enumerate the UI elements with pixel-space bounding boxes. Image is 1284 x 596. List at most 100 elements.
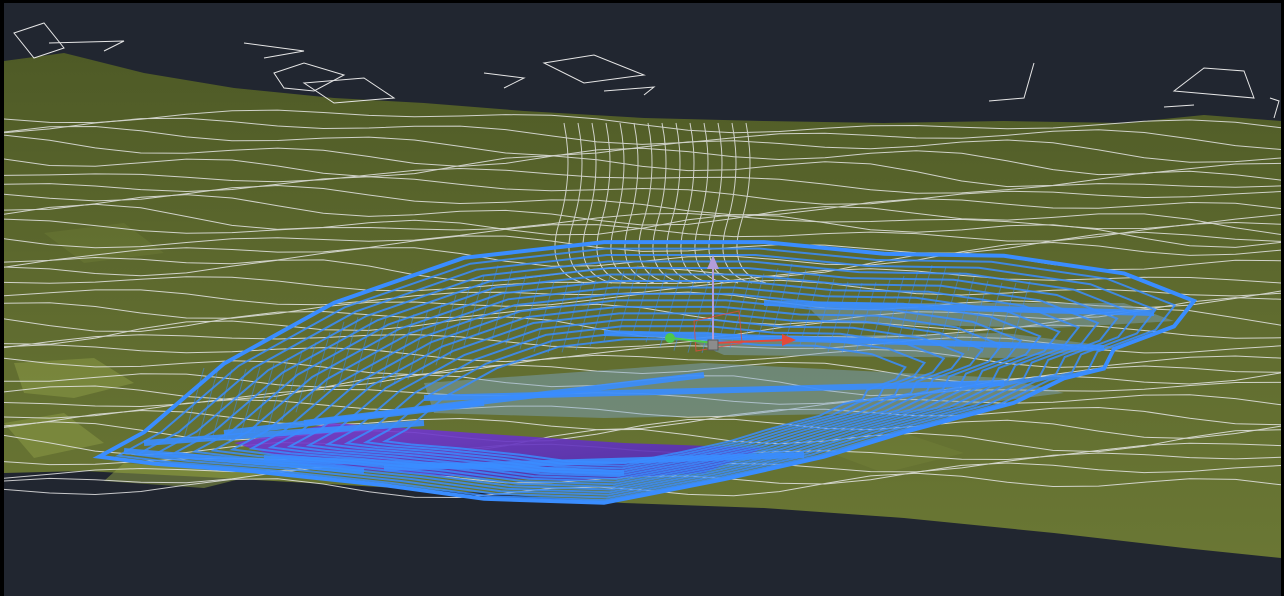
pit-wall-hatch xyxy=(869,279,891,351)
pit-wall-hatch xyxy=(533,281,555,352)
haul-ramp xyxy=(143,420,425,446)
contour-line xyxy=(4,231,1281,263)
pit-bench-outline xyxy=(191,273,1100,491)
pit-wall-hatch xyxy=(295,342,317,413)
ravine-line xyxy=(582,122,613,284)
ravine-line xyxy=(708,122,739,284)
pit-wall-hatch xyxy=(407,309,429,380)
pit-wall-hatch xyxy=(239,366,261,438)
pit-wall-hatch xyxy=(323,321,345,392)
pit-wall-hatch xyxy=(715,281,737,352)
pit-wall-hatch xyxy=(617,265,639,336)
pit-bench-outline xyxy=(114,247,1177,502)
haul-ramp xyxy=(603,330,1105,351)
pit-wall-hatch xyxy=(967,280,989,351)
pit-wall-hatch xyxy=(841,282,863,354)
contour-line xyxy=(4,406,1281,431)
contour-line xyxy=(4,117,1281,150)
pit-wall-hatch xyxy=(267,357,289,429)
haul-ramp xyxy=(763,300,1155,316)
pit-bench-outline xyxy=(172,267,1119,494)
pit-wall-hatch xyxy=(547,282,569,354)
contour-line xyxy=(4,109,1281,134)
pit-wall-hatch xyxy=(421,303,443,374)
ravine-line xyxy=(652,122,683,284)
pit-wall-hatch xyxy=(757,268,779,339)
pit-wall-hatch xyxy=(953,277,975,348)
pit-wall-hatch xyxy=(1009,281,1031,352)
contour-line xyxy=(4,125,1281,163)
pit-bench-outline xyxy=(248,292,1042,483)
ravine-line xyxy=(624,122,655,284)
pit-wall-hatch xyxy=(981,282,1003,353)
pit-wall-hatch xyxy=(729,278,751,349)
pit-bench-outline xyxy=(92,240,1198,505)
terrain-highlights xyxy=(4,223,964,488)
pit-wall-hatch xyxy=(309,332,331,403)
pit-wall-hatch xyxy=(253,363,275,434)
haul-ramp xyxy=(423,380,1005,401)
pit-wall-hatch xyxy=(183,367,205,439)
pit-wall-hatch xyxy=(771,263,793,334)
pit-wall-hatch xyxy=(379,316,401,387)
excavation-wireframe xyxy=(92,240,1198,505)
pit-wall-hatch xyxy=(197,368,219,440)
pit-wall-hatch xyxy=(995,282,1017,354)
ravine-line xyxy=(610,122,641,284)
pit-wall-hatch xyxy=(659,276,681,348)
pit-wall-hatch xyxy=(491,269,513,340)
contour-line xyxy=(4,167,1281,194)
pit-bench-outline xyxy=(133,254,1158,499)
ravine-line xyxy=(680,122,711,284)
pit-wall-hatch xyxy=(435,295,457,366)
contour-line xyxy=(4,212,1281,234)
pit-wall-hatch xyxy=(883,275,905,347)
pit-wall-hatch xyxy=(351,317,373,389)
pit-wall-hatch xyxy=(561,282,583,353)
contour-line xyxy=(4,134,1281,176)
ucs-x-axis xyxy=(712,339,787,344)
pit-wall-hatch xyxy=(477,265,499,336)
ravine-line xyxy=(736,122,767,284)
ravine-line xyxy=(722,122,753,284)
contour-line xyxy=(4,394,1281,419)
contour-line xyxy=(4,268,1281,292)
pit-wall-hatch xyxy=(939,272,961,343)
pit-wall-hatch xyxy=(911,265,933,336)
pit-wall-hatch xyxy=(393,313,415,385)
pit-wall-hatch xyxy=(519,278,541,350)
wireframe-fragments xyxy=(13,22,1280,119)
haul-ramp xyxy=(123,448,365,474)
pit-wall-hatch xyxy=(743,273,765,344)
ucs-y-axis xyxy=(671,337,714,344)
pit-wall-hatch xyxy=(827,281,849,353)
pit-wall-hatch xyxy=(365,317,387,389)
pit-bench-outline xyxy=(286,305,1004,478)
pit-wall-hatch xyxy=(925,266,947,337)
3d-scene-canvas[interactable] xyxy=(4,3,1281,596)
ravine-line xyxy=(638,122,669,284)
pit-bench-outline xyxy=(152,260,1138,496)
ucs-x-arrow-icon xyxy=(782,334,796,346)
ucs-y-grip-icon xyxy=(665,333,675,343)
ravine-line xyxy=(568,122,599,284)
contour-line xyxy=(4,348,1281,376)
pit-wall-hatch xyxy=(603,271,625,342)
pit-wall-hatch xyxy=(211,369,233,440)
pit-bench-outline xyxy=(267,299,1023,481)
ucs-axis-icon[interactable] xyxy=(665,255,796,352)
pit-bench-outline xyxy=(229,286,1061,486)
ucs-origin-grip-icon xyxy=(707,339,719,351)
contour-line xyxy=(4,279,1281,306)
pit-wall-hatch xyxy=(225,368,247,440)
pit-wall-hatch xyxy=(589,276,611,347)
pit-wall-hatch xyxy=(785,269,807,340)
ravine-line xyxy=(666,122,697,284)
pit-wall-hatch xyxy=(337,317,359,388)
contour-line xyxy=(4,155,1281,188)
pit-wall-hatch xyxy=(505,274,527,345)
pit-wall-hatch xyxy=(575,279,597,351)
contour-line xyxy=(4,221,1281,249)
ravine-line xyxy=(694,122,725,284)
